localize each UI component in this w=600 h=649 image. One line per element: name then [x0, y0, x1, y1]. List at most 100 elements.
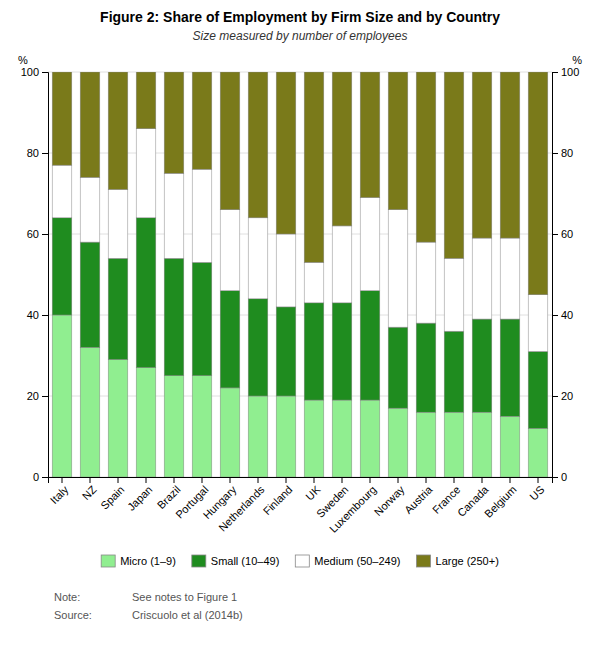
- tick-mark: [230, 477, 231, 483]
- bar-segment: [220, 388, 240, 477]
- tick: Spain: [98, 477, 126, 512]
- title: Figure 2: Share of Employment by Firm Si…: [100, 9, 500, 25]
- tick-mark: [538, 477, 539, 483]
- tick-label: 0: [561, 471, 567, 483]
- tick-label: 20: [27, 390, 39, 402]
- bar-segment: [248, 72, 268, 218]
- tick-mark: [552, 153, 558, 154]
- tick-mark: [370, 477, 371, 483]
- axis-line: [49, 478, 553, 484]
- tick: UK: [303, 477, 323, 503]
- tick: 100: [21, 66, 48, 78]
- tick-label: 80: [561, 147, 573, 159]
- tick-label: Luxembourg: [327, 483, 379, 535]
- tick: Italy: [48, 477, 71, 506]
- bar-segment: [416, 242, 436, 323]
- tick-mark: [174, 477, 175, 483]
- bar-segment: [136, 218, 156, 368]
- legend-item: Small (10–49): [192, 555, 279, 567]
- tick-mark: [202, 477, 203, 483]
- annotation-label: Note:: [54, 591, 80, 603]
- tick-mark: [42, 477, 48, 478]
- legend-item: Large (250+): [417, 555, 499, 567]
- legend-swatch: [101, 555, 115, 567]
- tick-mark: [398, 477, 399, 483]
- bar-segment: [52, 165, 72, 218]
- legend: Micro (1–9) Small (10–49) Medium (50–249) L…: [101, 555, 499, 567]
- tick-label: 0: [33, 471, 39, 483]
- bar-segment: [136, 72, 156, 129]
- y-axis-label: %: [18, 54, 28, 66]
- legend-label: Small (10–49): [211, 555, 279, 567]
- tick-mark: [62, 477, 63, 483]
- y-axis: 0 20 40 60 80 100: [552, 66, 579, 483]
- bar-segment: [52, 218, 72, 315]
- tick: 20: [552, 390, 573, 402]
- bar-segment: [192, 169, 212, 262]
- tick-mark: [42, 72, 48, 73]
- bar-segment: [52, 72, 72, 165]
- bar-segment: [472, 72, 492, 238]
- bar-segment: [472, 238, 492, 319]
- annotations: Note:See notes to Figure 1Source:Criscuo…: [54, 591, 243, 621]
- tick-label: 60: [561, 228, 573, 240]
- bar-segment: [500, 72, 520, 238]
- tick-label: 40: [561, 309, 573, 321]
- series: [52, 72, 548, 295]
- bar-segment: [220, 210, 240, 291]
- bar-segment: [80, 242, 100, 347]
- bar-segment: [332, 72, 352, 226]
- tick: 0: [552, 471, 567, 483]
- tick-label: Spain: [98, 483, 126, 511]
- bar-segment: [52, 315, 72, 477]
- tick-mark: [118, 477, 119, 483]
- bar-segment: [332, 400, 352, 477]
- tick-label: Finland: [261, 483, 295, 517]
- tick-mark: [42, 234, 48, 235]
- x-axis: ItalyNZSpainJapanBrazilPortugalHungaryNe…: [48, 477, 553, 535]
- tick-label: Belgium: [482, 483, 519, 520]
- annotation-label: Source:: [54, 609, 92, 621]
- tick-label: US: [527, 483, 546, 502]
- tick-mark: [552, 396, 558, 397]
- tick-mark: [258, 477, 259, 483]
- bar-segment: [220, 291, 240, 388]
- bar-segment: [248, 218, 268, 299]
- tick: 40: [27, 309, 48, 321]
- bar-segment: [416, 72, 436, 242]
- tick-mark: [42, 153, 48, 154]
- legend-swatch: [192, 555, 206, 567]
- bar-segment: [360, 291, 380, 400]
- tick-label: 100: [561, 66, 579, 78]
- legend-swatch: [295, 555, 309, 567]
- tick: US: [527, 477, 546, 503]
- axis-line: [553, 73, 559, 478]
- bar-segment: [444, 412, 464, 477]
- bar-segment: [136, 368, 156, 477]
- tick-label: Norway: [372, 483, 407, 518]
- bar-segment: [248, 396, 268, 477]
- bar-segment: [192, 376, 212, 477]
- tick: Japan: [125, 477, 155, 513]
- tick-label: 80: [27, 147, 39, 159]
- tick: Netherlands: [216, 477, 267, 534]
- plot: 020406080100020406080100%%ItalyNZSpainJa…: [18, 54, 582, 535]
- tick-label: Austria: [402, 483, 435, 516]
- tick: 60: [27, 228, 48, 240]
- tick: Belgium: [482, 477, 519, 520]
- bar-segment: [472, 319, 492, 412]
- tick: Finland: [261, 477, 295, 517]
- tick-mark: [454, 477, 455, 483]
- tick: 20: [27, 390, 48, 402]
- tick-mark: [552, 234, 558, 235]
- bar-segment: [304, 72, 324, 262]
- legend-item: Medium (50–249): [295, 555, 400, 567]
- bar-segment: [472, 412, 492, 477]
- legend-label: Micro (1–9): [120, 555, 176, 567]
- tick-mark: [552, 72, 558, 73]
- tick-mark: [482, 477, 483, 483]
- tick: 0: [33, 471, 48, 483]
- tick-label: Netherlands: [216, 483, 267, 534]
- subtitle: Size measured by number of employees: [193, 29, 408, 43]
- bar-segment: [80, 177, 100, 242]
